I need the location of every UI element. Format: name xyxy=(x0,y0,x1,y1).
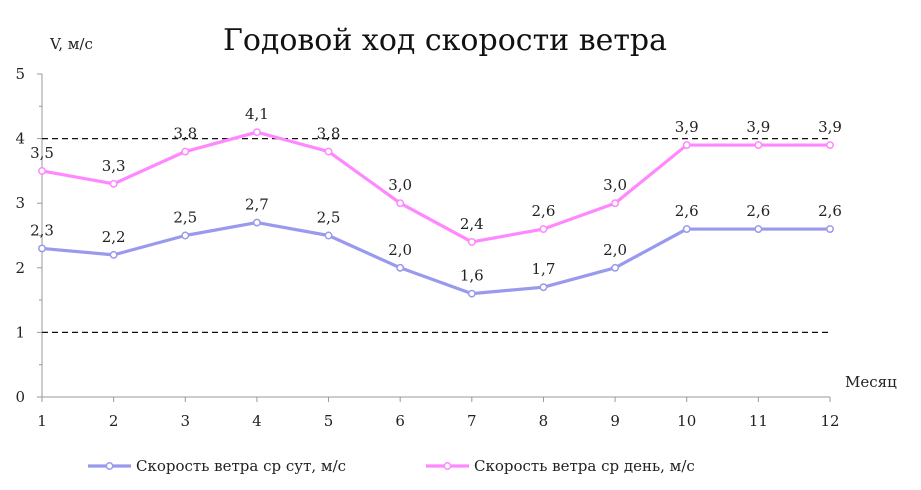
data-point xyxy=(754,141,763,150)
series-line-2 xyxy=(41,130,830,244)
data-label: 4,1 xyxy=(245,105,269,123)
data-label: 3,9 xyxy=(818,118,842,136)
x-tick-label: 4 xyxy=(252,412,262,430)
data-point xyxy=(754,225,763,233)
x-tick-label: 6 xyxy=(395,412,405,430)
data-label: 3,9 xyxy=(675,118,699,136)
data-point xyxy=(181,147,190,156)
data-label: 2,5 xyxy=(173,209,197,227)
x-tick-label: 3 xyxy=(180,412,190,430)
chart-title: Годовой ход скорости ветра xyxy=(223,23,667,58)
x-tick-label: 7 xyxy=(467,412,477,430)
data-point xyxy=(252,218,261,227)
data-label: 2,6 xyxy=(532,202,556,220)
data-label: 3,5 xyxy=(30,144,54,162)
data-label: 2,0 xyxy=(388,241,412,259)
x-axis-label: Месяц xyxy=(845,373,897,391)
x-tick-label: 9 xyxy=(610,412,620,430)
legend-marker xyxy=(105,462,114,470)
data-point xyxy=(611,263,620,272)
data-label: 3,8 xyxy=(317,125,341,143)
x-tick-label: 8 xyxy=(539,412,549,430)
data-point xyxy=(682,225,691,233)
x-tick-label: 1 xyxy=(37,412,47,430)
data-point xyxy=(38,166,46,175)
data-label: 2,7 xyxy=(245,196,269,214)
data-label: 3,9 xyxy=(746,118,770,136)
x-tick-label: 5 xyxy=(324,412,334,430)
x-tick-label: 12 xyxy=(820,412,839,430)
data-label: 2,6 xyxy=(818,202,842,220)
y-tick-label: 4 xyxy=(15,130,25,148)
data-point xyxy=(38,244,46,253)
y-tick-label: 2 xyxy=(15,259,25,277)
y-axis-label: V, м/с xyxy=(49,35,93,53)
data-label: 3,3 xyxy=(102,157,126,175)
data-point xyxy=(467,238,476,246)
data-point xyxy=(396,199,405,208)
data-point xyxy=(539,225,548,233)
x-tick-label: 2 xyxy=(109,412,119,430)
data-point xyxy=(109,179,118,188)
data-point xyxy=(611,199,620,208)
data-point xyxy=(109,250,118,259)
y-tick-label: 3 xyxy=(15,194,25,212)
data-label: 2,6 xyxy=(675,202,699,220)
data-label: 2,6 xyxy=(746,202,770,220)
x-tick-label: 10 xyxy=(677,412,696,430)
data-label: 2,3 xyxy=(30,221,54,239)
x-tick-label: 11 xyxy=(749,412,768,430)
data-label: 3,8 xyxy=(173,125,197,143)
data-point xyxy=(324,231,333,240)
data-label: 1,6 xyxy=(460,267,484,285)
data-point xyxy=(181,231,190,240)
data-point xyxy=(539,283,548,292)
legend-label: Скорость ветра ср день, м/с xyxy=(474,457,695,475)
y-tick-label: 5 xyxy=(15,65,25,83)
data-label: 3,0 xyxy=(603,176,627,194)
legend-marker xyxy=(443,462,452,470)
legend-label: Скорость ветра ср сут, м/с xyxy=(136,457,346,475)
data-point xyxy=(396,263,405,272)
data-label: 3,0 xyxy=(388,176,412,194)
data-point xyxy=(252,128,261,137)
data-point xyxy=(467,289,476,298)
data-point xyxy=(682,141,691,150)
series-line-1 xyxy=(41,220,830,296)
y-tick-label: 0 xyxy=(15,388,25,406)
data-label: 2,0 xyxy=(603,241,627,259)
data-label: 1,7 xyxy=(532,260,556,278)
data-point xyxy=(826,225,834,233)
data-label: 2,5 xyxy=(317,209,341,227)
data-label: 2,2 xyxy=(102,228,126,246)
data-point xyxy=(826,141,834,150)
data-label: 2,4 xyxy=(460,215,484,233)
y-tick-label: 1 xyxy=(15,323,25,341)
data-point xyxy=(324,147,333,156)
